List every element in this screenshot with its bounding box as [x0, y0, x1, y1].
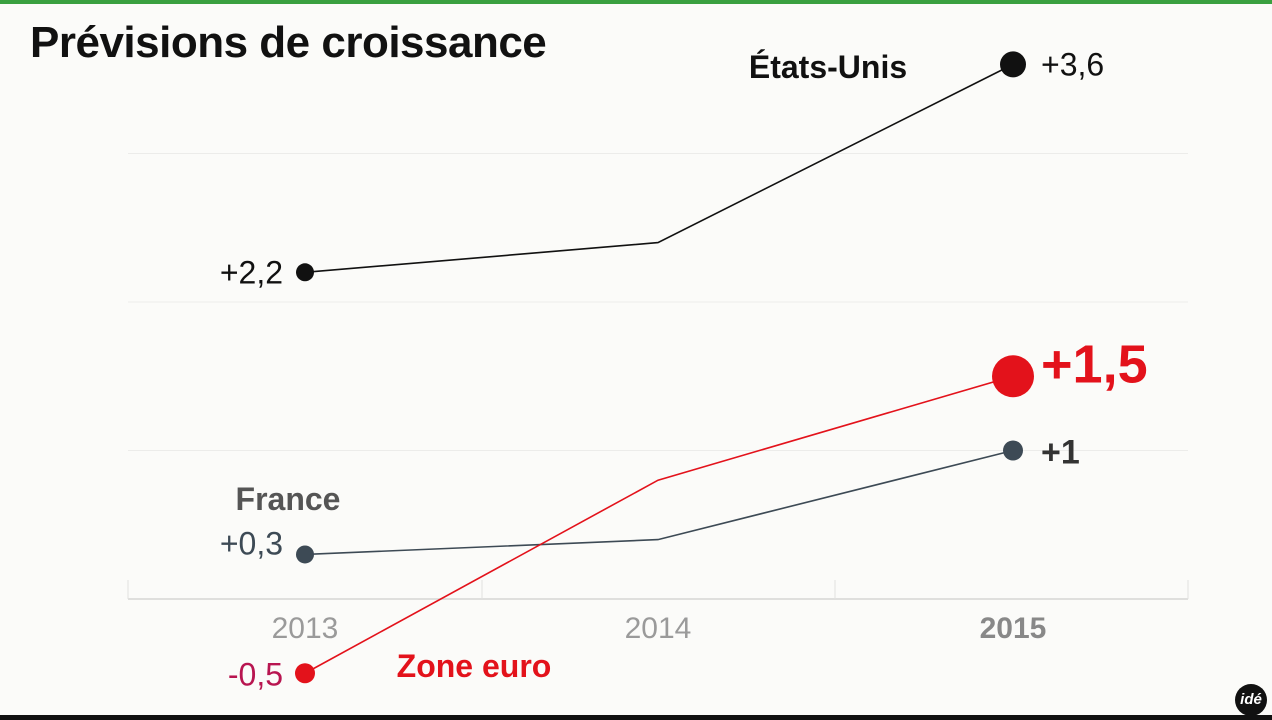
publisher-logo: idé — [1235, 684, 1267, 716]
x-tick-label: 2013 — [272, 612, 339, 645]
chart-title: Prévisions de croissance — [30, 18, 547, 67]
series-name-france: France — [236, 481, 341, 517]
data-label--tats-unis: +2,2 — [220, 254, 283, 290]
data-point-zone-euro — [295, 663, 315, 684]
data-point--tats-unis — [1000, 51, 1026, 78]
series-line-france — [304, 449, 1014, 556]
top-accent-bar — [0, 0, 1272, 4]
x-tick-label: 2015 — [980, 612, 1047, 645]
series-line--tats-unis — [304, 63, 1014, 274]
data-point-zone-euro — [992, 355, 1034, 398]
data-point-france — [296, 545, 314, 564]
data-label-france: +0,3 — [220, 525, 283, 561]
data-point--tats-unis — [296, 263, 314, 282]
series-name--tats-unis: États-Unis — [749, 49, 907, 85]
data-label-zone-euro: +1,5 — [1041, 334, 1148, 394]
data-label-france: +1 — [1041, 434, 1080, 472]
data-label--tats-unis: +3,6 — [1041, 46, 1104, 82]
x-tick-label: 2014 — [625, 612, 692, 645]
series-name-zone-euro: Zone euro — [397, 648, 552, 684]
bottom-bar — [0, 715, 1272, 720]
series-line-zone-euro — [304, 375, 1014, 674]
data-label-zone-euro: -0,5 — [228, 656, 283, 692]
data-point-france — [1003, 440, 1023, 461]
